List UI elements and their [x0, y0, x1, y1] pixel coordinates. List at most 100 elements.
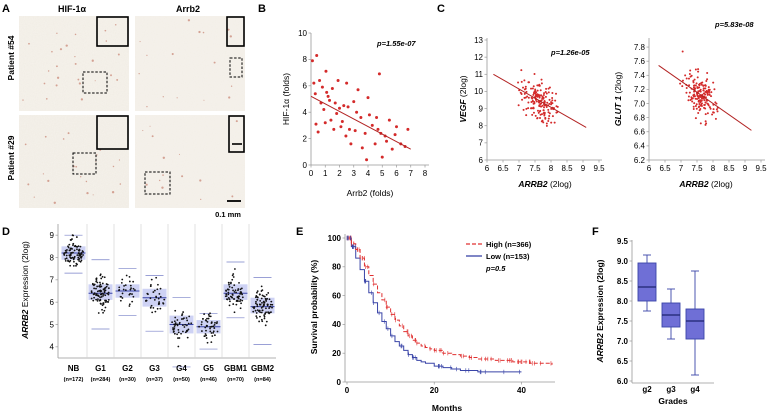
scatter-point: [553, 121, 556, 124]
scatter-point: [706, 93, 709, 96]
swarm-point: [98, 299, 101, 302]
swarm-point: [78, 254, 81, 257]
panel-d: D 4 5 6 7 8 9 NB (n=172) G1 (n=284) G2 (n=30) G3 (n=…: [2, 224, 276, 383]
panel-b-xlabel: Arrb2 (folds): [347, 188, 394, 198]
scatter-point: [698, 109, 701, 112]
swarm-point: [252, 310, 255, 313]
ihc-roi-box: [229, 57, 243, 78]
panel-b-xtick-label: 4: [366, 169, 371, 178]
stain-speck: [138, 73, 140, 75]
stain-speck: [200, 198, 202, 201]
panel-e-pvalue: p=0.5: [485, 264, 506, 273]
panel-d-ytick-label: 8: [50, 253, 55, 262]
swarm-point: [200, 323, 203, 326]
scatter-point: [332, 127, 336, 131]
stain-speck: [145, 183, 148, 186]
scatter-point: [542, 106, 545, 109]
stain-speck: [181, 175, 184, 178]
swarm-point: [265, 299, 267, 301]
swarm-point: [209, 330, 212, 333]
swarm-point: [73, 249, 76, 252]
panel-c-left-xtick-label: 9: [581, 164, 586, 173]
swarm-point: [228, 283, 230, 286]
swarm-point: [104, 301, 107, 303]
swarm-point: [157, 297, 160, 300]
scatter-point: [693, 102, 696, 105]
panel-c-right-xtick-label: 7.5: [691, 164, 703, 173]
swarm-point: [156, 288, 159, 291]
swarm-point: [260, 285, 263, 288]
swarm-point: [262, 305, 264, 308]
scatter-point: [363, 131, 367, 135]
swarm-point: [76, 254, 79, 257]
ihc-roi-box: [72, 152, 97, 175]
panel-e-xtick-label: 0: [345, 386, 350, 395]
swarm-point: [76, 246, 79, 248]
swarm-point: [256, 309, 259, 311]
scatter-point: [534, 88, 537, 91]
swarm-point: [213, 334, 216, 337]
swarm-point: [174, 323, 177, 326]
swarm-point: [103, 309, 106, 312]
swarm-point: [119, 295, 122, 298]
scatter-point: [704, 87, 707, 90]
ihc-roi-box: [144, 171, 171, 195]
swarm-point: [228, 304, 231, 307]
stain-speck: [74, 62, 77, 65]
swarm-point: [231, 274, 234, 277]
ihc-image-arrb2-p54: [135, 16, 245, 111]
scatter-point: [536, 117, 539, 120]
scatter-point: [359, 115, 363, 119]
swarm-point: [255, 315, 258, 318]
swarm-point: [184, 323, 187, 326]
panel-c-left-xtick-label: 9.5: [593, 164, 605, 173]
scatter-point: [695, 107, 698, 110]
swarm-point: [130, 287, 132, 290]
scatter-point: [706, 71, 709, 74]
swarm-point: [212, 331, 215, 334]
stain-speck: [199, 179, 202, 182]
swarm-point: [209, 312, 211, 315]
ihc-inset-box: [226, 16, 245, 47]
scatter-point: [393, 133, 397, 137]
scatter-point: [685, 77, 688, 80]
scatter-point: [688, 84, 691, 87]
swarm-point: [239, 298, 242, 301]
swarm-point: [106, 292, 109, 295]
swarm-point: [207, 313, 210, 316]
swarm-point: [259, 311, 262, 314]
group-count: (n=46): [200, 377, 217, 383]
swarm-point: [205, 337, 208, 339]
swarm-point: [77, 252, 80, 254]
scatter-point: [704, 101, 707, 104]
swarm-point: [97, 298, 99, 301]
panel-c-right-ytick-label: 7.8: [634, 43, 646, 52]
scatter-point: [704, 113, 707, 116]
swarm-point: [207, 317, 210, 320]
stain-speck: [28, 42, 30, 45]
swarm-point: [97, 312, 100, 314]
swarm-point: [206, 317, 208, 320]
swarm-point: [68, 249, 71, 252]
scatter-point: [545, 122, 548, 125]
stain-speck: [162, 156, 166, 159]
scatter-point: [548, 115, 551, 118]
swarm-point: [182, 311, 185, 313]
scatter-point: [531, 113, 534, 116]
panel-e-ytick-label: 80: [332, 263, 341, 272]
scatter-point: [693, 84, 696, 87]
swarm-point: [271, 306, 273, 309]
group-label: NB: [68, 364, 80, 373]
swarm-point: [269, 303, 272, 306]
swarm-point: [172, 331, 175, 333]
swarm-point: [205, 334, 208, 337]
scatter-point: [681, 50, 684, 53]
swarm-point: [99, 302, 102, 305]
scatter-point: [323, 121, 327, 125]
scatter-point: [543, 114, 546, 117]
scatter-point: [318, 79, 322, 83]
scatter-point: [347, 127, 351, 131]
stain-speck: [78, 82, 81, 85]
panel-c: C 6 6.5 7 7.5 8 8.5 9 9.5 6 7 8 9 10 11 12 13 p=1.26e-0…: [437, 3, 767, 189]
